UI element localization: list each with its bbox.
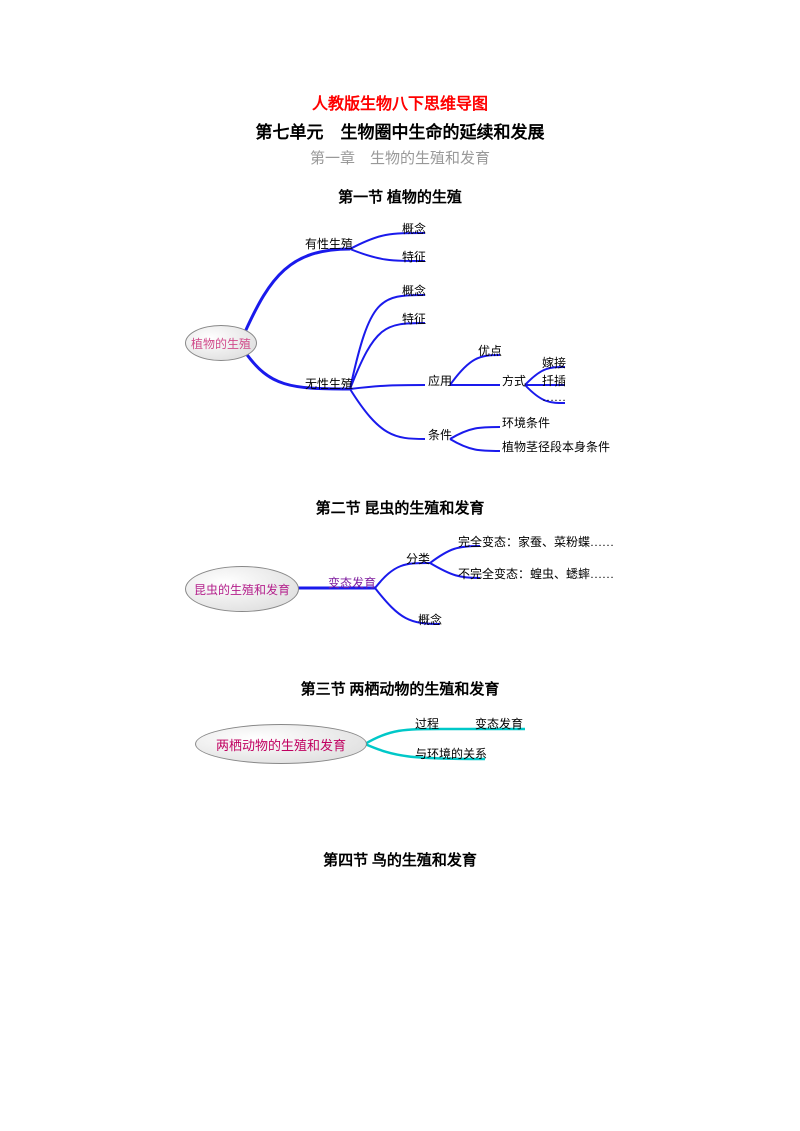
- d1-b1c0: 概念: [402, 220, 426, 237]
- d1-way1: 扦插: [542, 372, 566, 389]
- title-chapter: 第一章 生物的生殖和发育: [0, 147, 800, 168]
- d3-child1: 与环境的关系: [415, 745, 487, 762]
- title-main: 人教版生物八下思维导图: [0, 90, 800, 114]
- title-section4: 第四节 鸟的生殖和发育: [0, 849, 800, 870]
- diagram-amphibian-reproduction: 两栖动物的生殖和发育 过程 与环境的关系 变态发育: [190, 709, 610, 779]
- d1-b2c3: 条件: [428, 426, 452, 443]
- d2-cat0: 完全变态：家蚕、菜粉蝶……: [458, 533, 614, 550]
- d1-cond1: 植物茎径段本身条件: [502, 438, 610, 455]
- d2-cat1: 不完全变态：蝗虫、蟋蟀……: [458, 565, 614, 582]
- d1-b1c1: 特征: [402, 248, 426, 265]
- d3-sub: 变态发育: [475, 715, 523, 732]
- d2-root-label: 昆虫的生殖和发育: [194, 581, 290, 598]
- d1-app0: 优点: [478, 342, 502, 359]
- d1-b2c2: 应用: [428, 372, 452, 389]
- title-section2: 第二节 昆虫的生殖和发育: [0, 497, 800, 518]
- diagram-insect-reproduction: 昆虫的生殖和发育 变态发育 分类 概念 完全变态：家蚕、菜粉蝶…… 不完全变态：…: [180, 528, 620, 648]
- d1-cond0: 环境条件: [502, 414, 550, 431]
- d2-root: 昆虫的生殖和发育: [185, 566, 299, 612]
- d1-way0: 嫁接: [542, 354, 566, 371]
- d1-b2c1: 特征: [402, 310, 426, 327]
- title-section3: 第三节 两栖动物的生殖和发育: [0, 678, 800, 699]
- d1-root: 植物的生殖: [185, 325, 257, 361]
- title-unit: 第七单元 生物圈中生命的延续和发展: [0, 118, 800, 143]
- d3-root-label: 两栖动物的生殖和发育: [216, 735, 346, 754]
- d2-branch: 变态发育: [328, 574, 376, 591]
- d1-root-label: 植物的生殖: [191, 335, 251, 352]
- d2-child0: 分类: [406, 550, 430, 567]
- d1-app1: 方式: [502, 372, 526, 389]
- d3-child0: 过程: [415, 715, 439, 732]
- d2-child1: 概念: [418, 611, 442, 628]
- d1-branch2: 无性生殖: [305, 375, 353, 392]
- d3-root: 两栖动物的生殖和发育: [195, 724, 367, 764]
- d1-branch1: 有性生殖: [305, 235, 353, 252]
- title-section1: 第一节 植物的生殖: [0, 186, 800, 207]
- d1-b2c0: 概念: [402, 282, 426, 299]
- diagram-plant-reproduction: 植物的生殖 有性生殖 无性生殖 概念 特征 概念 特征 应用 条件 优点 方式 …: [180, 217, 620, 467]
- d1-way2: ……: [542, 390, 566, 405]
